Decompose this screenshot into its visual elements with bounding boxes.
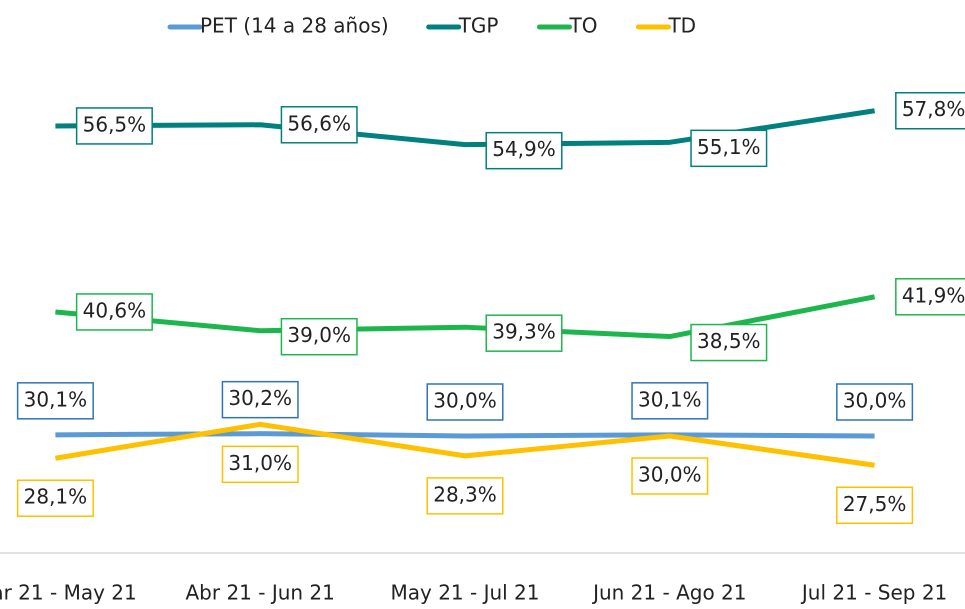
data-label-box (426, 383, 504, 421)
data-label-box (280, 317, 358, 356)
x-tick-label: Abr 21 - Jun 21 (185, 581, 334, 605)
data-label: 55,1% (697, 135, 761, 159)
data-label-box (836, 486, 914, 524)
data-label: 56,6% (287, 111, 351, 135)
data-label-box (221, 445, 299, 484)
data-label-box (895, 278, 965, 316)
data-label: 30,1% (638, 387, 702, 411)
data-label: 30,0% (433, 389, 497, 413)
x-tick-label: May 21 - Jul 21 (390, 581, 539, 605)
data-label: 30,0% (843, 389, 907, 413)
data-label: 30,1% (24, 387, 88, 411)
series-line (54, 421, 875, 468)
data-label-box (631, 457, 709, 495)
data-label: 27,5% (843, 492, 907, 516)
data-label: 38,5% (697, 329, 761, 353)
data-label: 57,8% (902, 97, 965, 121)
series-line (55, 294, 876, 340)
legend-label: TD (667, 14, 696, 38)
data-label-box (690, 323, 768, 362)
data-label: 30,2% (228, 386, 292, 410)
data-label-box (75, 107, 153, 145)
data-label-box (690, 129, 768, 168)
data-label: 31,0% (228, 451, 292, 475)
data-label: 56,5% (83, 112, 147, 136)
data-label-box (221, 380, 299, 419)
x-tick-label: Jun 21 - Ago 21 (591, 581, 746, 605)
legend-label: PET (14 a 28 años) (200, 14, 389, 38)
data-label: 39,3% (492, 320, 556, 344)
data-label-box (485, 314, 563, 352)
data-label: 30,0% (638, 463, 702, 487)
data-label: 54,9% (492, 137, 556, 161)
data-label-box (836, 383, 914, 421)
data-label: 39,0% (287, 323, 351, 347)
legend-label: TO (568, 14, 597, 38)
data-label-box (75, 293, 153, 331)
x-tick-label: Mar 21 - May 21 (0, 581, 137, 605)
data-label: 40,6% (83, 298, 147, 322)
data-label-box (16, 479, 94, 517)
data-label-box (426, 477, 504, 515)
data-label-box (631, 382, 709, 420)
data-label-box (280, 106, 358, 144)
data-label-box (895, 91, 965, 130)
legend-label: TGP (458, 14, 499, 38)
data-label: 41,9% (902, 283, 965, 307)
data-label: 28,1% (24, 485, 88, 509)
data-label-box (16, 382, 94, 420)
x-tick-label: Jul 21 - Sep 21 (800, 581, 947, 605)
data-label-box (485, 131, 563, 170)
data-label: 28,3% (433, 482, 497, 506)
